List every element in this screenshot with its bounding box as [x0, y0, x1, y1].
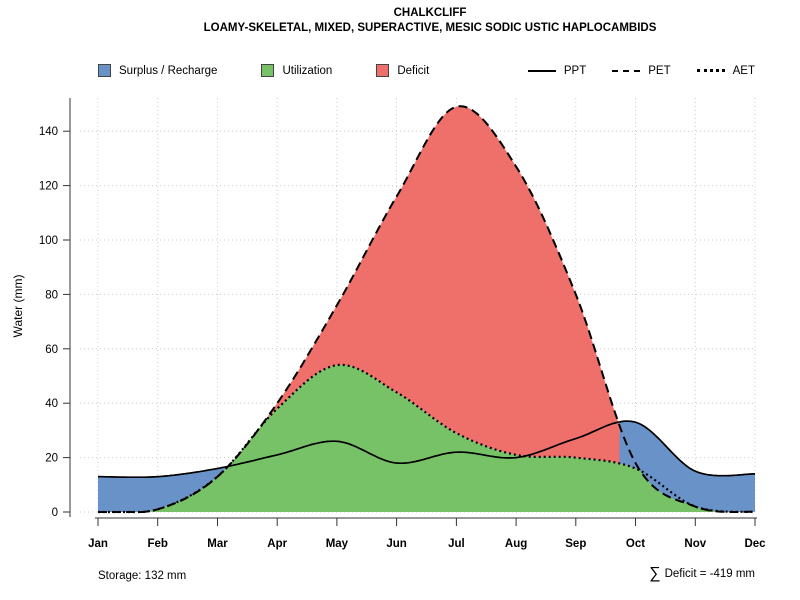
y-tick-label: 40 [45, 398, 58, 410]
y-tick-label: 80 [45, 289, 58, 301]
x-tick-label: Oct [626, 538, 645, 550]
chart-subtitle: LOAMY-SKELETAL, MIXED, SUPERACTIVE, MESI… [203, 22, 657, 34]
area-surplus-recharge [98, 421, 755, 512]
series-line-pet [98, 105, 756, 513]
x-tick-label: Jan [88, 538, 108, 550]
x-tick-label: Dec [744, 538, 766, 550]
dashed-line-icon [612, 69, 641, 72]
surplus-swatch-icon [98, 64, 111, 77]
legend-label-pet: PET [648, 64, 671, 77]
legend-item-ppt: PPT [527, 64, 587, 77]
x-tick-label: Sep [565, 538, 586, 550]
x-tick-label: Feb [147, 538, 167, 550]
sigma-symbol: ∑ [649, 565, 661, 582]
x-tick-label: Jul [448, 538, 465, 550]
legend-label-surplus: Surplus / Recharge [119, 64, 218, 77]
series-lines [98, 105, 756, 514]
legend: Surplus / Recharge Utilization Deficit P… [98, 64, 755, 77]
series-line-ppt [98, 420, 755, 479]
solid-line-icon [527, 69, 556, 72]
area-utilization [150, 364, 721, 512]
x-tick-label: Jun [386, 538, 406, 550]
legend-label-utilization: Utilization [282, 64, 333, 77]
areas [98, 106, 755, 512]
axes: 0 20 40 60 80 100 120 140 Jan Feb Mar Apr May Jun Jul A… [11, 98, 766, 550]
legend-item-aet: AET [696, 64, 755, 77]
deficit-swatch-icon [376, 64, 390, 77]
x-tick-label: Aug [505, 538, 527, 550]
legend-label-ppt: PPT [563, 64, 587, 77]
utilization-swatch-icon [261, 64, 275, 77]
area-deficit [263, 106, 638, 470]
y-axis-title: Water (mm) [11, 275, 25, 338]
dotted-line-icon [696, 69, 725, 72]
storage-annotation: Storage: 132 mm [98, 570, 187, 582]
legend-item-utilization: Utilization [261, 64, 332, 77]
y-tick-label: 120 [39, 181, 58, 193]
legend-label-aet: AET [732, 64, 755, 77]
legend-item-deficit: Deficit [376, 64, 429, 77]
x-tick-label: Nov [684, 538, 706, 550]
legend-item-pet: PET [612, 64, 671, 77]
x-tick-label: Mar [207, 538, 228, 550]
legend-label-deficit: Deficit [397, 64, 430, 77]
legend-area-group: Surplus / Recharge Utilization Deficit [98, 64, 429, 77]
y-tick-label: 20 [45, 453, 58, 465]
y-tick-label: 0 [52, 507, 58, 519]
y-tick-label: 100 [39, 235, 58, 247]
legend-line-group: PPT PET AET [527, 64, 755, 77]
deficit-text: Deficit = -419 mm [664, 568, 755, 580]
x-tick-label: May [326, 538, 349, 550]
chart-title: CHALKCLIFF [393, 7, 467, 19]
legend-item-surplus: Surplus / Recharge [98, 64, 217, 77]
deficit-annotation: ∑ Deficit = -419 mm [649, 566, 755, 582]
y-tick-label: 140 [39, 126, 58, 138]
y-tick-label: 60 [45, 344, 58, 356]
x-tick-label: Apr [267, 538, 287, 550]
